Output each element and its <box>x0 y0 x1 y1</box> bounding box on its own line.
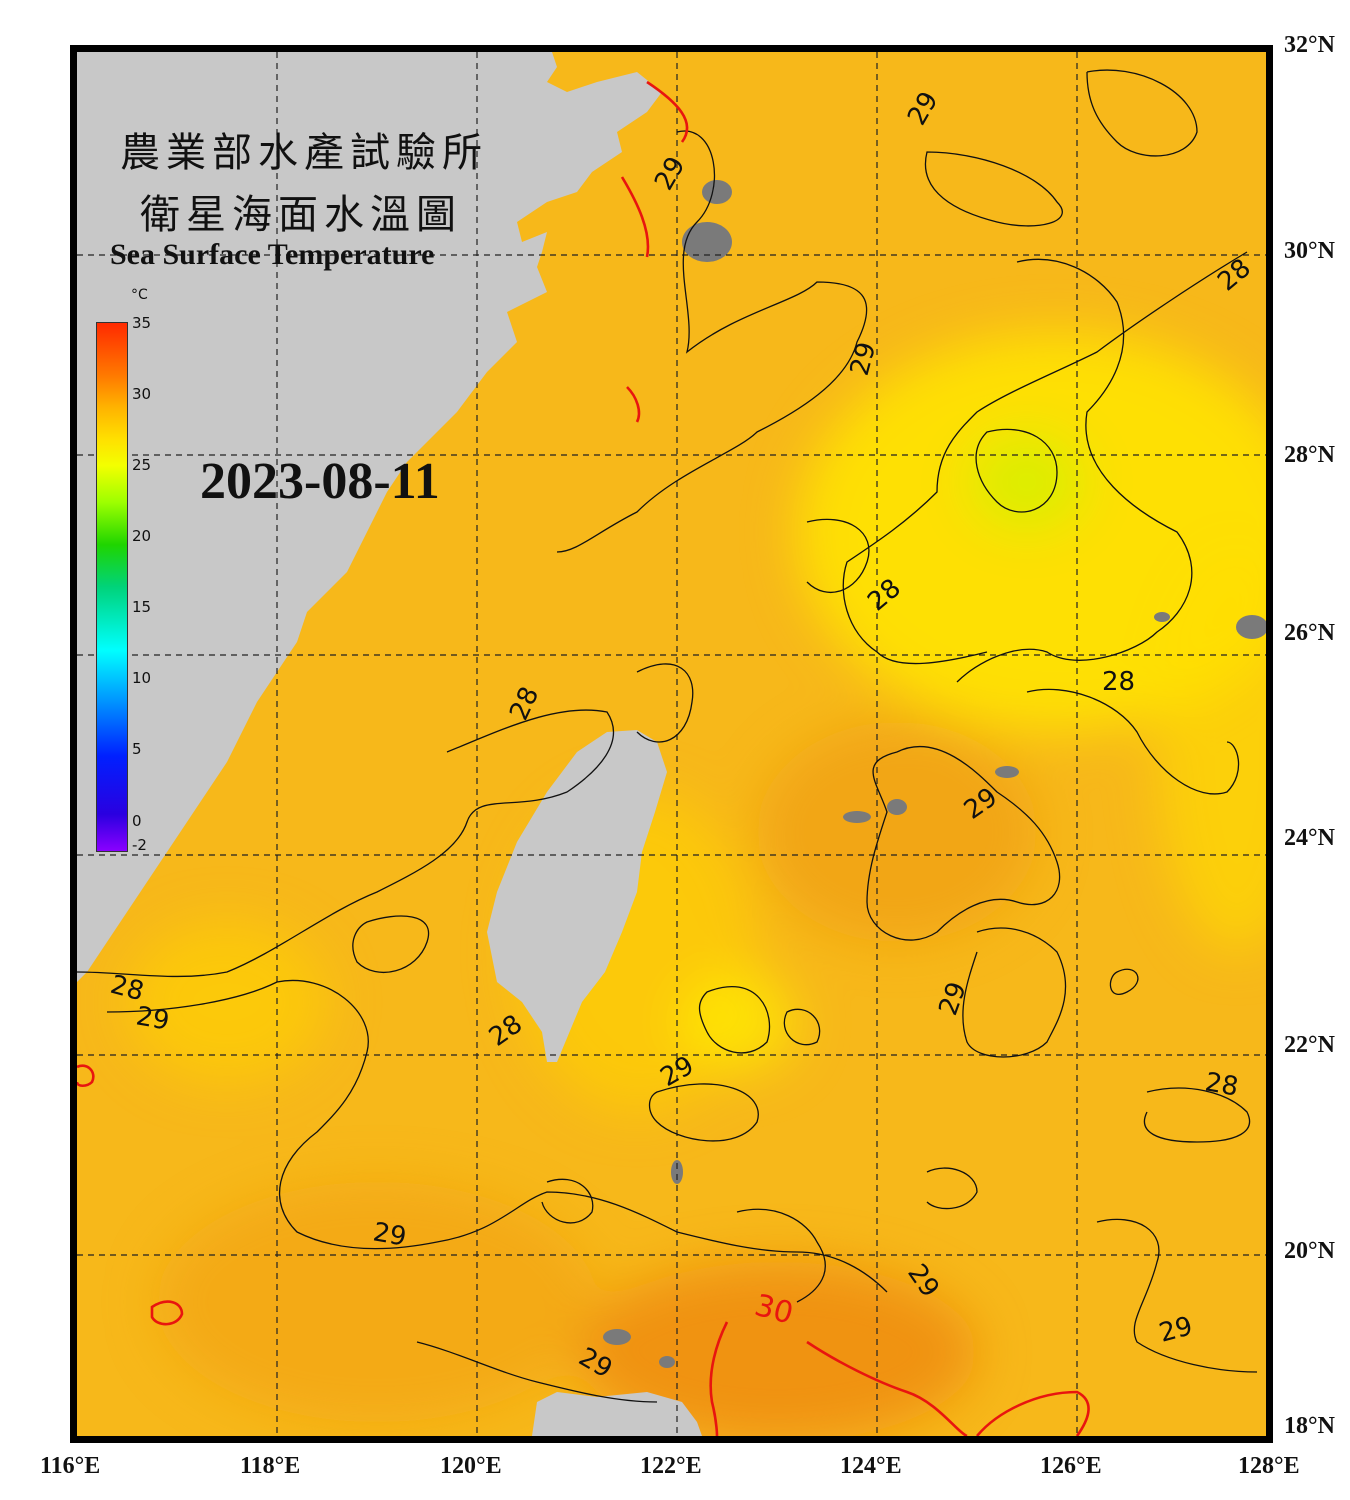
small-islands <box>603 180 1266 1368</box>
sst-map-canvas: 29 29 28 29 28 28 28 29 29 28 29 28 29 2… <box>77 52 1266 1436</box>
colorbar-tick: -2 <box>132 836 147 854</box>
lat-label: 24°N <box>1284 825 1335 851</box>
lat-label: 20°N <box>1284 1238 1335 1264</box>
lat-label: 32°N <box>1284 32 1335 58</box>
title-chinese-agency: 農業部水產試驗所 <box>120 130 488 176</box>
colorbar-tick: 15 <box>132 598 152 616</box>
graticule <box>77 52 1266 1436</box>
lon-label: 122°E <box>640 1453 702 1479</box>
colorbar-tick: 0 <box>132 812 142 830</box>
contour-lines <box>77 69 1258 1403</box>
lon-label: 118°E <box>240 1453 301 1479</box>
sst-patches <box>127 332 1266 1436</box>
colorbar-tick: 5 <box>132 740 142 758</box>
colorbar-tick: 25 <box>132 456 152 474</box>
contour-label: 28 <box>1102 667 1135 697</box>
lon-label: 124°E <box>840 1453 902 1479</box>
lon-label: 128°E <box>1238 1453 1300 1479</box>
colorbar-tick: 35 <box>132 314 152 332</box>
date-label: 2023-08-11 <box>200 453 440 510</box>
lat-label: 28°N <box>1284 442 1335 468</box>
title-chinese-map: 衛星海面水溫圖 <box>140 192 462 238</box>
lat-label: 22°N <box>1284 1032 1335 1058</box>
sst-map: 29 29 28 29 28 28 28 29 29 28 29 28 29 2… <box>70 45 1273 1443</box>
lat-label: 26°N <box>1284 620 1335 646</box>
colorbar-unit: °C <box>131 287 148 303</box>
colorbar-tick: 30 <box>132 385 152 403</box>
contour-label: 29 <box>134 1001 172 1036</box>
land-taiwan <box>487 730 667 1062</box>
lon-label: 126°E <box>1040 1453 1102 1479</box>
contour-label: 28 <box>1203 1067 1241 1102</box>
lat-label: 18°N <box>1284 1413 1335 1439</box>
lon-label: 116°E <box>40 1453 101 1479</box>
colorbar-tick: 10 <box>132 669 152 687</box>
land-china <box>77 52 662 982</box>
colorbar-tick: 20 <box>132 527 152 545</box>
contour-label: 29 <box>371 1217 409 1252</box>
title-english: Sea Surface Temperature <box>110 238 435 271</box>
lat-label: 30°N <box>1284 238 1335 264</box>
contour-30 <box>77 80 1090 1436</box>
lon-label: 120°E <box>440 1453 502 1479</box>
colorbar <box>96 322 128 852</box>
land-luzon <box>532 1392 702 1436</box>
